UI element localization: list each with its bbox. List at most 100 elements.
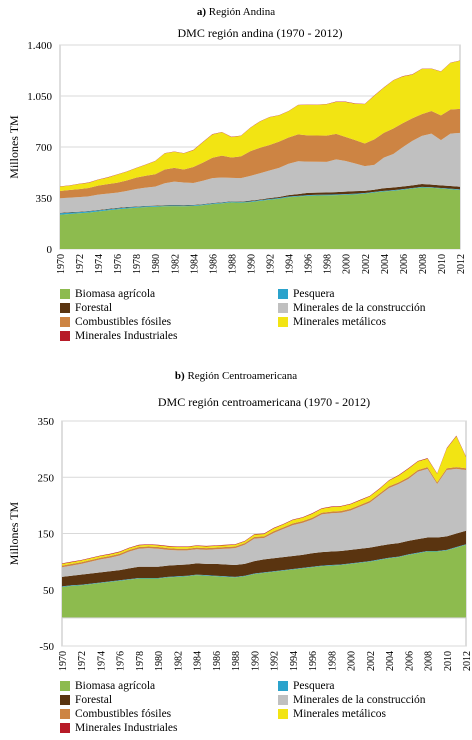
x-tick-label: 1986 xyxy=(208,254,219,274)
x-tick-label: 1998 xyxy=(327,651,338,671)
legend-label: Biomasa agrícola xyxy=(75,680,156,692)
x-tick-label: 1992 xyxy=(266,254,277,274)
x-tick-label: 1994 xyxy=(289,651,300,671)
legend-label: Pesquera xyxy=(293,680,335,692)
x-tick-label: 1992 xyxy=(270,651,281,671)
legend-label: Combustibles fósiles xyxy=(75,316,172,328)
x-tick-label: 1974 xyxy=(94,254,105,274)
x-tick-label: 2006 xyxy=(404,651,415,671)
y-tick-label: 50 xyxy=(43,585,55,597)
legend-swatch xyxy=(278,681,288,691)
legend-swatch xyxy=(60,709,70,719)
x-tick-label: 2002 xyxy=(361,254,372,274)
legend-swatch xyxy=(60,303,70,313)
legend-swatch xyxy=(60,331,70,341)
x-tick-label: 1978 xyxy=(135,651,146,671)
legend-swatch xyxy=(278,303,288,313)
legend-item-minerales-metalicos: Minerales metálicos xyxy=(278,708,386,720)
legend-item-biomasa-agricola: Biomasa agrícola xyxy=(60,680,155,692)
legend-swatch xyxy=(278,695,288,705)
legend-swatch xyxy=(60,681,70,691)
area-pesquera xyxy=(60,186,460,215)
x-tick-label: 1996 xyxy=(308,651,319,671)
x-tick-label: 1970 xyxy=(56,254,67,274)
x-tick-label: 1972 xyxy=(77,651,88,671)
area-minerales-metalicos xyxy=(60,60,460,192)
legend-swatch xyxy=(60,289,70,299)
legend-item-minerales-metalicos: Minerales metálicos xyxy=(278,316,386,328)
chart-andina: DMC región andina (1970 - 2012) 0 350 700 1.… xyxy=(7,26,467,274)
y-tick-label: 700 xyxy=(36,142,53,154)
x-tick-label: 1980 xyxy=(151,254,162,274)
x-tick-label: 1982 xyxy=(173,651,184,671)
area-biomasa-agricola xyxy=(62,544,466,618)
legend-label: Biomasa agrícola xyxy=(75,288,156,300)
legend-swatch xyxy=(60,723,70,733)
legend-label: Minerales de la construcción xyxy=(293,302,426,314)
x-tick-label: 2006 xyxy=(399,254,410,274)
y-axis-label: Millones TM xyxy=(7,501,21,565)
panel-name: Región Centroamericana xyxy=(187,370,298,382)
area-combustibles-fosiles xyxy=(60,108,460,199)
x-tick-label: 1972 xyxy=(75,254,86,274)
legend-item-minerales-de-la-construccion: Minerales de la construcción xyxy=(278,302,426,314)
legend-item-biomasa-agricola: Biomasa agrícola xyxy=(60,288,155,300)
y-tick-label: -50 xyxy=(39,641,54,653)
x-tick-label: 1980 xyxy=(154,651,165,671)
legend-item-minerales-industriales: Minerales Industriales xyxy=(60,722,178,734)
panel-letter: a) xyxy=(196,6,207,18)
x-tick-label: 2008 xyxy=(424,651,435,671)
legend-item-minerales-industriales: Minerales Industriales xyxy=(60,330,178,342)
panel-name: Región Andina xyxy=(208,6,276,18)
legend-item-pesquera: Pesquera xyxy=(278,288,335,300)
y-tick-label: 350 xyxy=(36,193,53,205)
legend-item-combustibles-fosiles: Combustibles fósiles xyxy=(60,708,171,720)
x-tick-label: 2000 xyxy=(342,254,353,274)
legend-swatch xyxy=(278,709,288,719)
chart-centroamericana: DMC región centroamericana (1970 - 2012)… xyxy=(7,395,472,671)
legend-swatch xyxy=(60,695,70,705)
area-forestal xyxy=(60,184,460,214)
x-tick-label: 1970 xyxy=(58,651,69,671)
x-tick-label: 1988 xyxy=(231,651,242,671)
x-tick-label: 1974 xyxy=(96,651,107,671)
x-tick-label: 2012 xyxy=(462,651,472,671)
x-tick-label: 2010 xyxy=(437,254,448,274)
x-tick-label: 1988 xyxy=(227,254,238,274)
chart-panel-andina: a) Región Andina DMC región andina (1970… xyxy=(0,0,472,358)
legend-swatch xyxy=(278,289,288,299)
x-tick-label: 1994 xyxy=(285,254,296,274)
x-tick-label: 1990 xyxy=(246,254,257,274)
x-tick-label: 2008 xyxy=(418,254,429,274)
legend-label: Pesquera xyxy=(293,288,335,300)
x-tick-label: 1976 xyxy=(113,254,124,274)
legend-item-forestal: Forestal xyxy=(60,694,112,706)
panel-heading-a: a) Región Andina xyxy=(0,6,472,18)
legend-label: Forestal xyxy=(75,694,113,706)
chart-title: DMC región andina (1970 - 2012) xyxy=(178,26,343,40)
legend-label: Minerales Industriales xyxy=(75,722,178,734)
legend-label: Minerales metálicos xyxy=(293,316,386,328)
x-tick-label: 1996 xyxy=(304,254,315,274)
legend-swatch xyxy=(278,317,288,327)
legend-swatch xyxy=(60,317,70,327)
x-tick-label: 1998 xyxy=(323,254,334,274)
chart-panel-centroamericana: b) Región Centroamericana DMC región cen… xyxy=(0,366,472,740)
y-tick-label: 0 xyxy=(47,244,53,256)
x-tick-label: 2004 xyxy=(385,651,396,671)
legend-item-pesquera: Pesquera xyxy=(278,680,335,692)
area-biomasa-agricola xyxy=(60,187,460,249)
x-tick-label: 1984 xyxy=(193,651,204,671)
area-minerales-de-la-construccion xyxy=(62,468,466,577)
legend-label: Combustibles fósiles xyxy=(75,708,172,720)
x-tick-label: 1990 xyxy=(250,651,261,671)
x-tick-label: 2012 xyxy=(456,254,467,274)
x-tick-label: 2000 xyxy=(347,651,358,671)
legend-label: Minerales metálicos xyxy=(293,708,386,720)
legend-label: Minerales Industriales xyxy=(75,330,178,342)
x-tick-label: 2010 xyxy=(443,651,454,671)
x-tick-label: 1976 xyxy=(116,651,127,671)
legend-item-minerales-de-la-construccion: Minerales de la construcción xyxy=(278,694,426,706)
x-tick-label: 2002 xyxy=(366,651,377,671)
legend-label: Forestal xyxy=(75,302,113,314)
